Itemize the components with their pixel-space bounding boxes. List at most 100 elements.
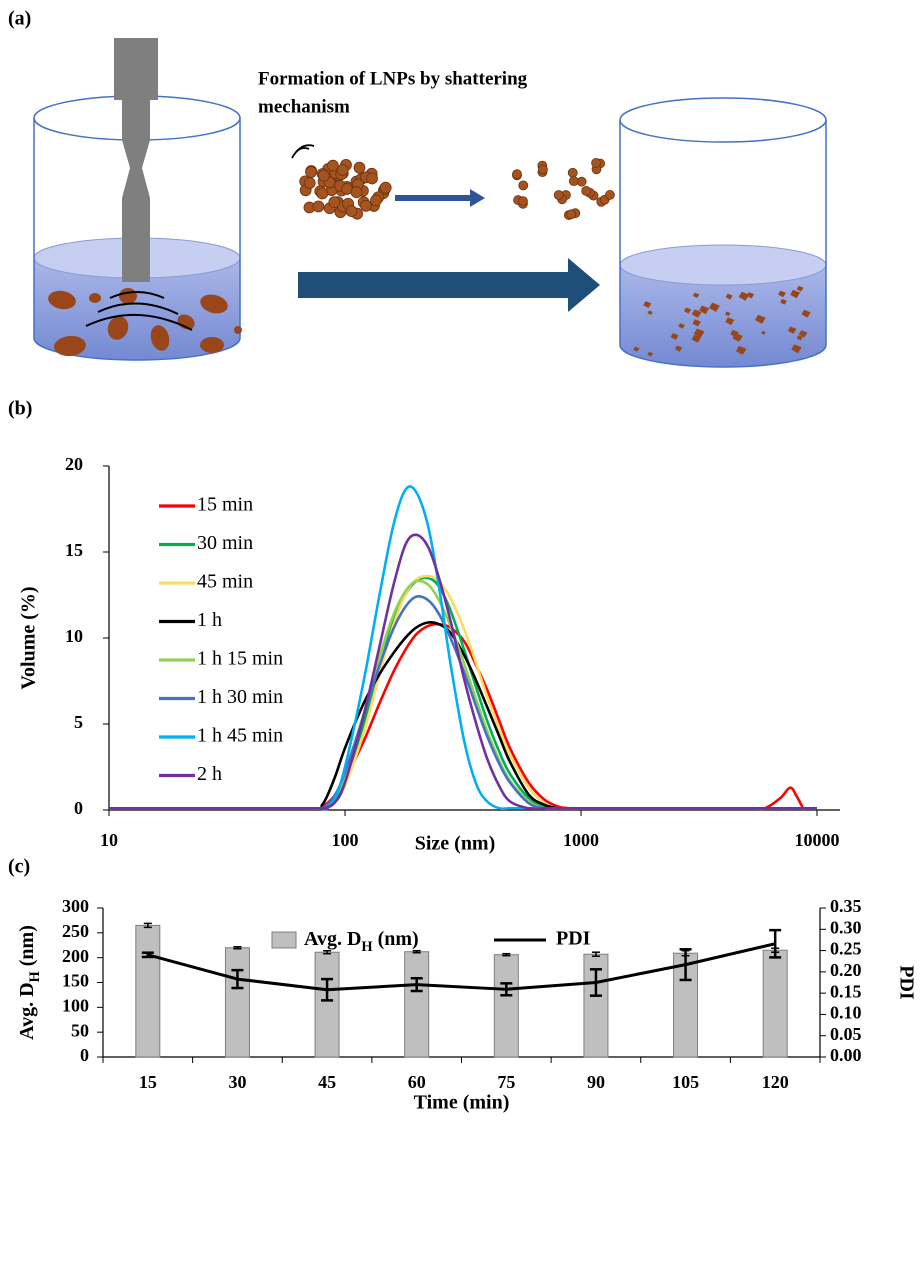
x-tick-label: 60 <box>408 1072 426 1092</box>
particle <box>328 196 341 209</box>
legend-label: 45 min <box>197 571 253 593</box>
blob <box>54 335 86 357</box>
legend-label: Avg. DH (nm) <box>304 928 419 956</box>
legend-label: 1 h 45 min <box>197 725 283 747</box>
y-tick-label: 100 <box>62 995 89 1015</box>
x-tick-label: 105 <box>672 1072 699 1092</box>
error-bar <box>769 928 782 959</box>
x-axis-title: Size (nm) <box>415 833 496 855</box>
sound-wave <box>291 144 315 159</box>
liquid-surface <box>619 244 827 286</box>
particle <box>581 185 592 196</box>
fragment <box>746 292 755 299</box>
fragment <box>755 314 766 324</box>
bar <box>224 947 250 1058</box>
bar <box>493 954 519 1058</box>
fragment <box>790 289 801 299</box>
fragment <box>787 326 797 334</box>
wave <box>97 302 179 315</box>
fragment <box>647 351 654 357</box>
fragments <box>512 158 615 220</box>
y2-tick-label: 0.35 <box>830 896 862 916</box>
probe <box>122 100 150 282</box>
y2-tick-label: 0.25 <box>830 939 862 959</box>
fragment <box>693 328 705 338</box>
particle-cluster <box>299 159 392 220</box>
x-tick-label: 10000 <box>795 830 840 850</box>
fragment <box>801 309 811 318</box>
particle <box>305 166 317 178</box>
error-bar <box>502 952 511 957</box>
particle <box>370 194 382 207</box>
caption: Formation of LNPs by shattering <box>258 68 528 89</box>
particles <box>633 285 811 357</box>
particle <box>568 176 579 187</box>
panel-a: (a) Formation of LNPs by shattering mech… <box>8 8 827 368</box>
error-bar <box>591 951 600 957</box>
y2-tick-label: 0.30 <box>830 917 862 937</box>
blob <box>119 288 137 304</box>
beaker-base <box>619 344 827 368</box>
bar <box>762 949 788 1058</box>
wave <box>85 313 193 331</box>
y-tick-label: 15 <box>65 540 83 560</box>
liquid <box>34 258 240 360</box>
beaker-base <box>33 337 241 361</box>
blob <box>234 326 242 334</box>
error-bar <box>321 977 334 1002</box>
particle <box>353 161 366 174</box>
particle <box>512 169 522 180</box>
y2-tick-label: 0.05 <box>830 1024 862 1044</box>
error-bar <box>143 922 152 929</box>
bar <box>314 951 340 1058</box>
legend-label: 1 h 30 min <box>197 686 283 708</box>
panel-label: (c) <box>8 856 30 878</box>
particle <box>518 180 529 191</box>
dh-pdi-chart: (c)0501001502002503000.000.050.100.150.2… <box>8 856 917 1114</box>
x-tick-label: 100 <box>332 830 359 850</box>
size-distribution-chart: (b) 0 5 10 15 20 10 100 1000 10000 Size (nm) Volume… <box>8 398 840 855</box>
legend-label: 15 min <box>197 494 253 516</box>
wave <box>109 291 165 299</box>
particle <box>303 177 316 189</box>
fragment <box>691 309 702 318</box>
y-tick-label: 0 <box>74 798 83 818</box>
particle <box>566 209 577 220</box>
y2-tick-label: 0.00 <box>830 1045 862 1065</box>
particle <box>327 159 339 172</box>
particle <box>553 190 564 200</box>
fragment <box>670 333 679 340</box>
y-axis-title: Volume (%) <box>18 586 40 689</box>
bar <box>135 924 161 1058</box>
fragment <box>674 345 683 352</box>
error-bar <box>410 976 423 993</box>
error-bar <box>589 968 602 997</box>
particle <box>538 164 548 175</box>
legend-label: 1 h <box>197 609 222 631</box>
fragment <box>691 334 702 343</box>
fragment <box>778 290 786 298</box>
y-tick-label: 300 <box>62 896 89 916</box>
particle <box>518 196 528 206</box>
small-arrow <box>395 189 485 207</box>
legend-label: 1 h 15 min <box>197 648 283 670</box>
error-bar <box>412 949 421 954</box>
particle <box>360 199 372 212</box>
legend-label: PDI <box>556 928 591 950</box>
fragment <box>724 311 731 317</box>
liquid <box>620 265 826 367</box>
particle <box>317 169 330 182</box>
x-tick-label: 1000 <box>563 830 599 850</box>
panel-label: (a) <box>8 8 31 30</box>
y2-tick-label: 0.20 <box>830 960 862 980</box>
fragment <box>761 330 766 335</box>
legend-label: 30 min <box>197 532 253 554</box>
particle <box>591 158 601 168</box>
y-tick-label: 200 <box>62 946 89 966</box>
y-tick-label: 20 <box>65 454 83 474</box>
bar <box>404 951 430 1058</box>
x-axis-title: Time (min) <box>414 1092 510 1114</box>
data-line <box>109 533 817 811</box>
x-tick-label: 10 <box>100 830 118 850</box>
